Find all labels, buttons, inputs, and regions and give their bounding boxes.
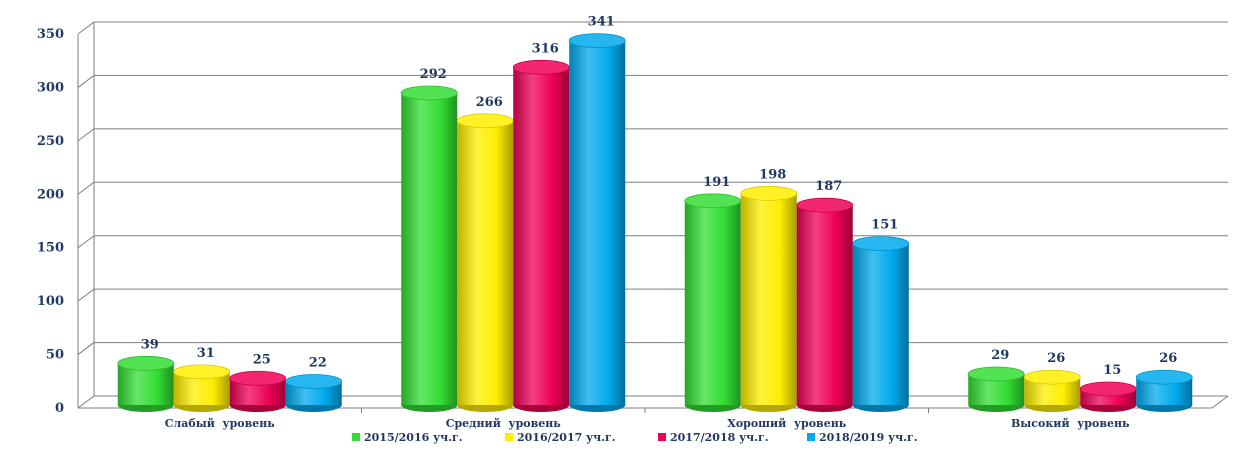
legend-label: 2015/2016 уч.г. (364, 431, 463, 444)
y-tick-label: 200 (37, 187, 64, 202)
bar (286, 374, 342, 412)
bar (457, 114, 513, 412)
bar (569, 34, 625, 412)
bar (853, 237, 909, 412)
category-labels: Слабый уровень Средний уровень Хороший уро… (165, 417, 1130, 430)
y-tick-label: 150 (37, 241, 64, 256)
bars (118, 34, 1193, 412)
gridline-side (78, 343, 94, 355)
gridline-side (78, 182, 94, 194)
category-label: Слабый уровень (165, 417, 276, 430)
data-labels: 39 31 25 22 292 266 316 341 191 198 187 151 29 26 15 26 (141, 15, 1178, 378)
data-label: 191 (703, 175, 730, 190)
data-label: 39 (141, 337, 159, 352)
gridline-side (78, 22, 94, 34)
legend-swatch (658, 433, 666, 441)
bar (401, 86, 457, 412)
y-tick-label: 0 (55, 401, 64, 416)
y-tick-label: 50 (46, 348, 64, 363)
grid-lines (78, 22, 1228, 355)
legend-swatch (807, 433, 815, 441)
gridline-side (78, 75, 94, 87)
bar (230, 371, 286, 412)
gridline-side (78, 236, 94, 248)
bar (741, 186, 797, 412)
bar (1136, 370, 1192, 412)
data-label: 31 (197, 346, 215, 361)
y-tick-label: 300 (37, 80, 64, 95)
y-tick-label: 250 (37, 134, 64, 149)
category-label: Хороший уровень (727, 417, 846, 430)
data-label: 316 (532, 41, 559, 56)
bar (968, 367, 1024, 412)
data-label: 341 (588, 15, 615, 30)
data-label: 198 (759, 167, 786, 182)
legend-item: 2017/2018 уч.г. (658, 431, 769, 444)
data-label: 187 (815, 179, 842, 194)
legend-label: 2018/2019 уч.г. (819, 431, 918, 444)
gridline-side (78, 129, 94, 141)
gridline-side (78, 289, 94, 301)
data-label: 266 (476, 95, 503, 110)
bar (1080, 382, 1136, 412)
data-label: 151 (871, 218, 898, 233)
data-label: 26 (1159, 351, 1177, 366)
category-label: Высокий уровень (1011, 417, 1130, 430)
bar (174, 365, 230, 412)
bar (118, 356, 174, 412)
legend-swatch (505, 433, 513, 441)
data-label: 29 (991, 348, 1009, 363)
data-label: 26 (1047, 351, 1065, 366)
y-tick-label: 100 (37, 294, 64, 309)
category-label: Средний уровень (446, 417, 562, 430)
legend: 2015/2016 уч.г. 2016/2017 уч.г. 2017/2018 … (352, 431, 918, 444)
legend-item: 2018/2019 уч.г. (807, 431, 918, 444)
legend-label: 2016/2017 уч.г. (517, 431, 616, 444)
bar (1024, 370, 1080, 412)
data-label: 15 (1103, 363, 1121, 378)
data-label: 25 (253, 352, 271, 367)
y-axis-tick-labels: 0 50 100 150 200 250 300 350 (37, 27, 64, 416)
bar (797, 198, 853, 412)
legend-label: 2017/2018 уч.г. (670, 431, 769, 444)
legend-item: 2016/2017 уч.г. (505, 431, 616, 444)
bar (685, 194, 741, 412)
y-tick-label: 350 (37, 27, 64, 42)
legend-item: 2015/2016 уч.г. (352, 431, 463, 444)
legend-swatch (352, 433, 360, 441)
bar (513, 60, 569, 412)
data-label: 292 (420, 67, 447, 82)
data-label: 22 (309, 355, 327, 370)
